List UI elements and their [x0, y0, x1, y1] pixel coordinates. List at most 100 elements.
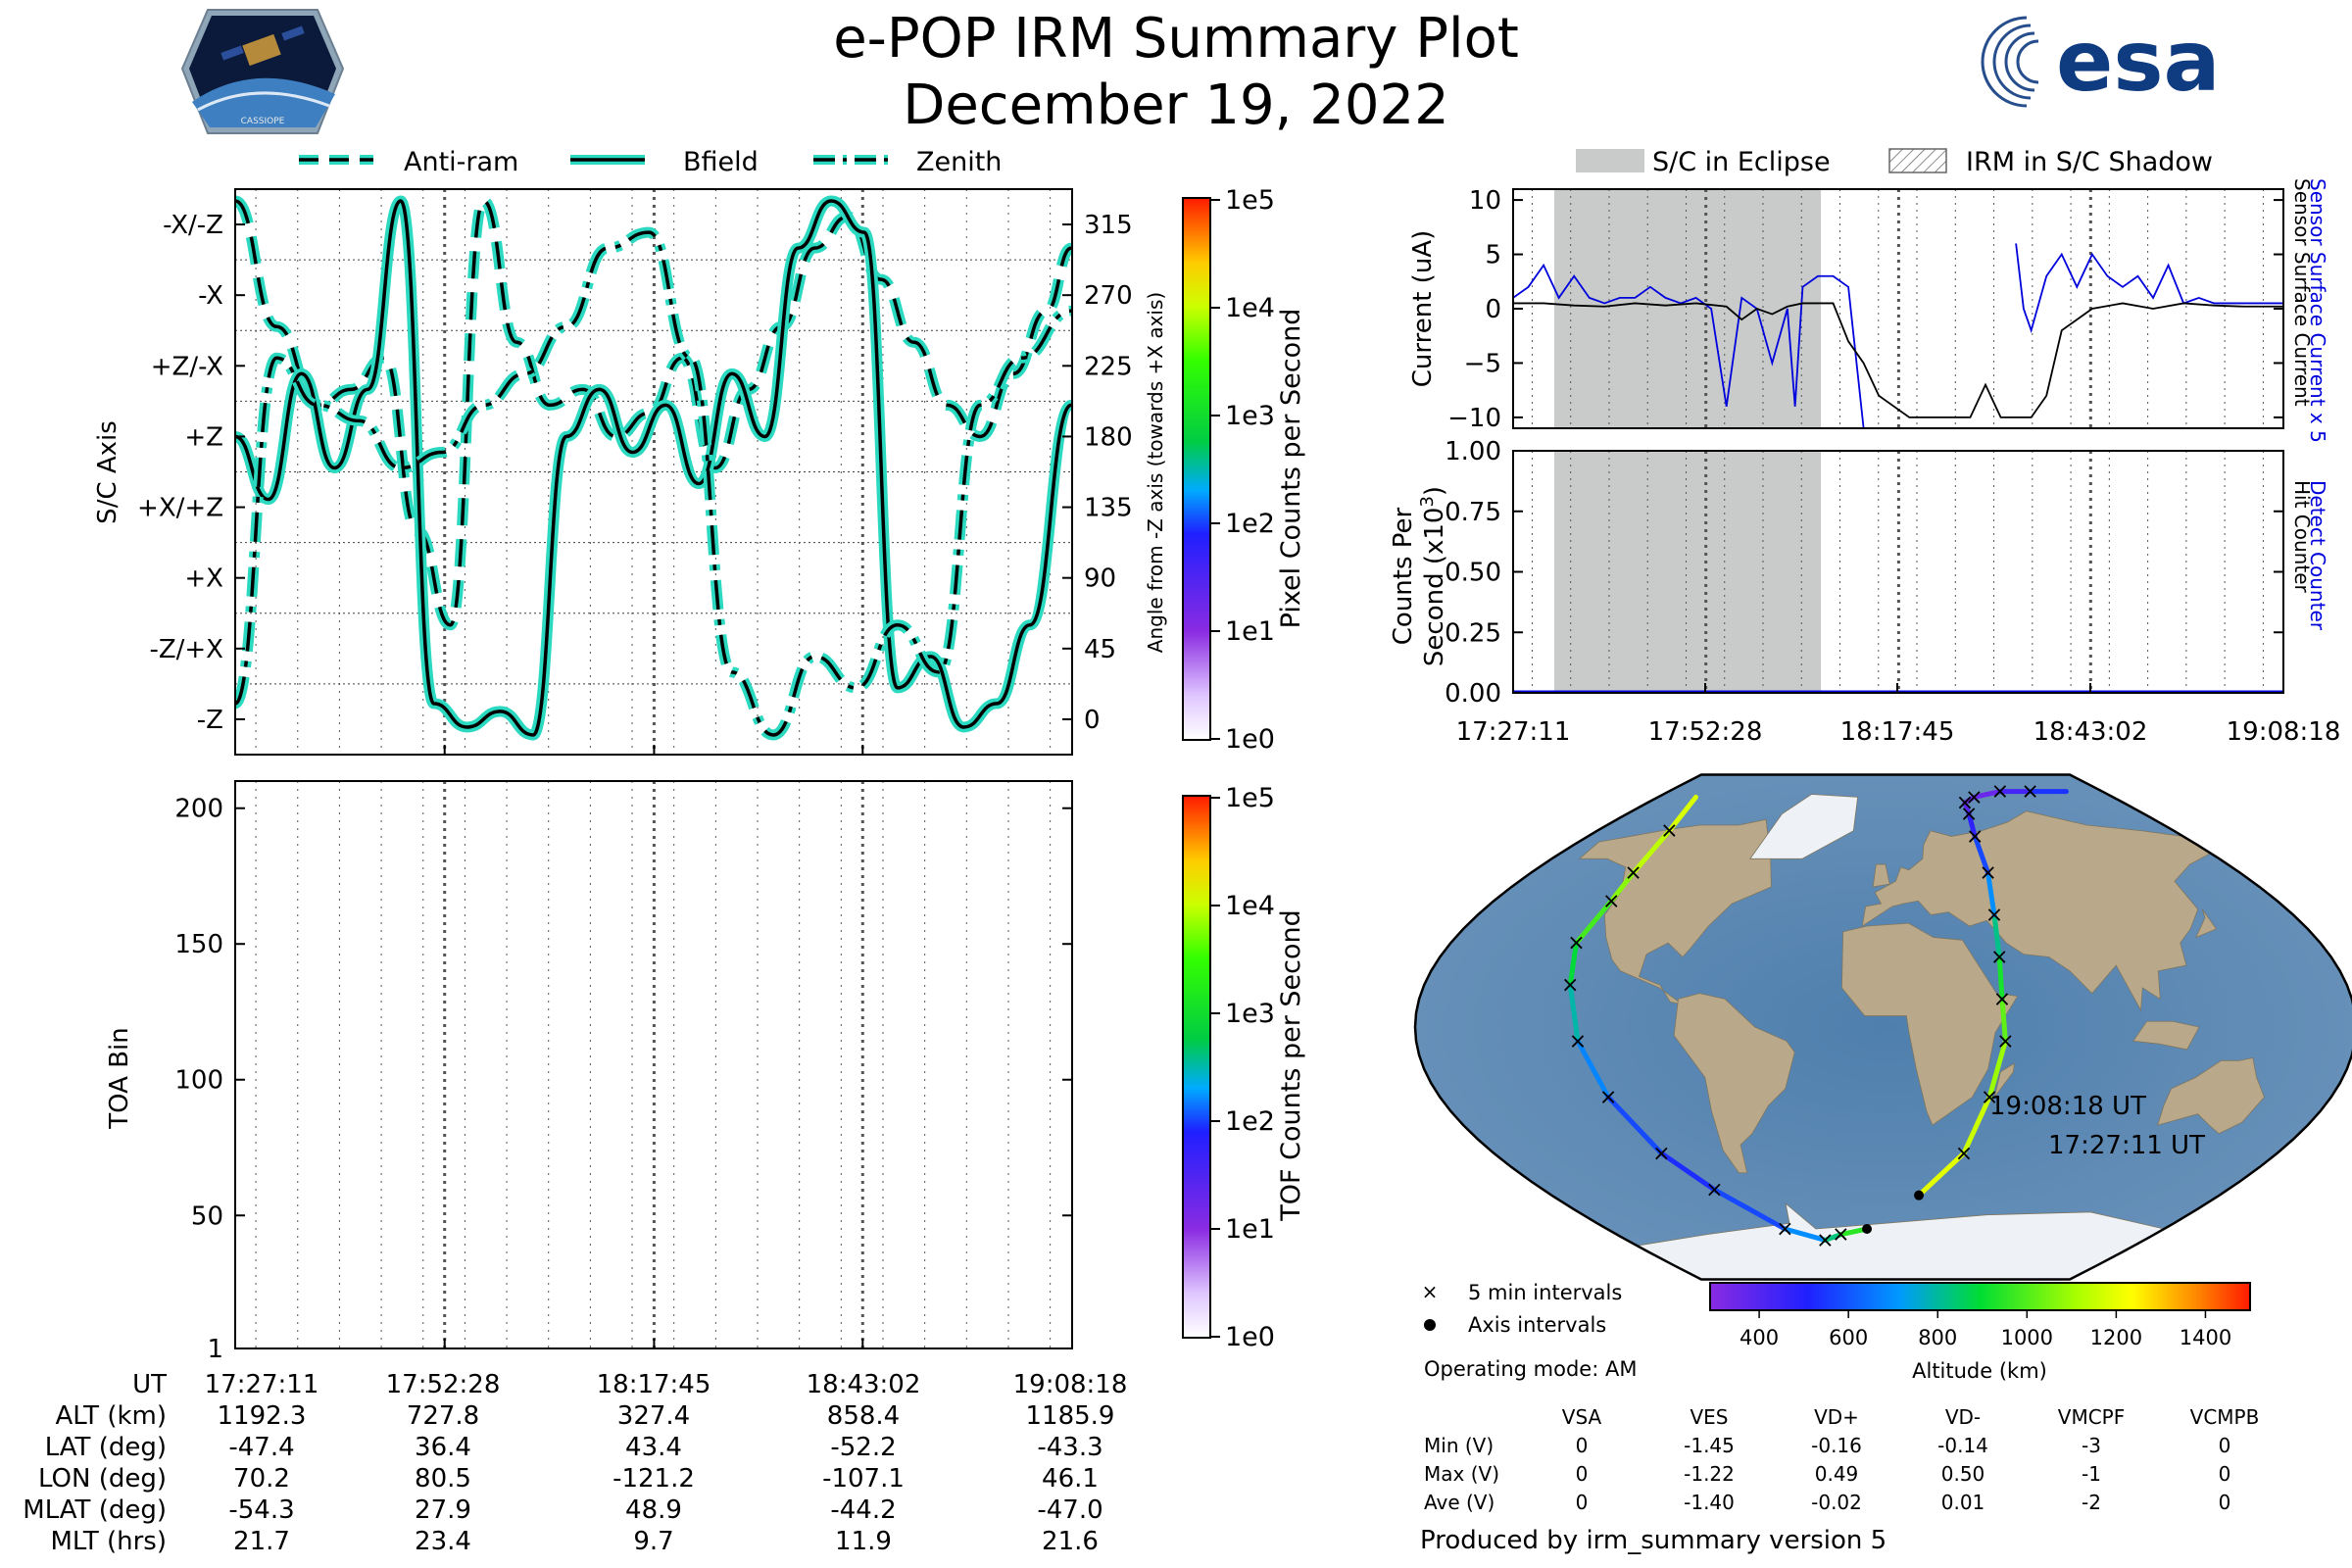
current-chart: 10 5 0 −5 −10 [1447, 186, 2284, 433]
current-legend: S/C in Eclipse IRM in S/C Shadow [1576, 147, 2213, 177]
toa-ylabel: TOA Bin [105, 1027, 134, 1129]
ephemeris-cell: 1185.9 [1026, 1401, 1115, 1431]
counts-ylabel-line1: Counts Per [1389, 507, 1418, 645]
tof-colorbar-label: TOF Counts per Second [1276, 909, 1306, 1222]
legend-label-axis: Axis intervals [1468, 1313, 1606, 1337]
ephemeris-cell: 43.4 [625, 1433, 682, 1462]
legend-label-zenith: Zenith [916, 147, 1002, 177]
five-min-marker: × [2021, 780, 2038, 805]
trace-anti-ram [235, 199, 1072, 627]
orbit-track-segment [1575, 1038, 1611, 1101]
toa-ytick-label: 1 [207, 1335, 223, 1364]
ephemeris-cell: 18:17:45 [597, 1370, 711, 1399]
five-min-marker: × [1652, 1142, 1670, 1166]
ephemeris-row-label: LON (deg) [38, 1464, 167, 1494]
ephemeris-row-label: LAT (deg) [45, 1433, 167, 1462]
ytick-left-label: -X/-Z [163, 211, 223, 240]
voltage-cell: -1.22 [1684, 1462, 1735, 1486]
toa-ytick-label: 50 [191, 1201, 223, 1231]
voltage-header: VCMPB [2190, 1405, 2260, 1429]
australia-shape [2157, 1056, 2265, 1135]
north-america-shape [1578, 818, 1772, 1005]
start-time-label: 17:27:11 UT [2048, 1131, 2205, 1160]
ephemeris-cell: 48.9 [625, 1495, 682, 1525]
cassiope-logo-text: CASSIOPE [241, 117, 285, 126]
five-min-marker: × [1965, 785, 1983, 809]
five-min-marker-icon: × [1422, 1280, 1439, 1303]
orbit-track-segment [1782, 1226, 1828, 1243]
ephemeris-cell: 11.9 [835, 1527, 892, 1556]
pixel-colorbar-label: Pixel Counts per Second [1276, 309, 1306, 629]
counts-chart: 1.00 0.75 0.50 0.25 0.00 17:27:11 17:52:28 18:1… [1445, 437, 2340, 747]
voltage-header: VES [1690, 1405, 1728, 1429]
orbit-track-segment [1972, 833, 1991, 876]
five-min-marker: × [1979, 861, 1996, 886]
voltage-cell: 0 [1576, 1434, 1589, 1457]
five-min-marker: × [1561, 973, 1579, 998]
time-axis-label: 19:08:18 [2227, 717, 2341, 747]
colorbar-tick-label: 1e3 [1225, 401, 1275, 431]
ephemeris-cell: 21.6 [1042, 1527, 1099, 1556]
five-min-marker: × [1993, 987, 2011, 1011]
counts-right-label-2: Hit Counter [2290, 480, 2314, 593]
five-min-marker: × [1990, 945, 2008, 969]
voltage-cell: -1.40 [1684, 1491, 1735, 1514]
ephemeris-cell: 858.4 [827, 1401, 900, 1431]
orbit-track-segment [1608, 870, 1637, 904]
legend-item-zenith: Zenith [813, 147, 1002, 177]
ephemeris-cell: 17:52:28 [386, 1370, 501, 1399]
ytick-left-label: -Z/+X [149, 635, 223, 664]
ephemeris-cell: 1192.3 [218, 1401, 307, 1431]
orbit-track-segment [1567, 982, 1581, 1044]
five-min-marker: × [1705, 1178, 1723, 1202]
toa-ytick-label: 150 [174, 930, 223, 959]
sc-axis-legend: Anti-ram Bfield Zenith [299, 147, 1002, 177]
current-ytick-label: −10 [1447, 404, 1501, 433]
time-axis-label: 17:27:11 [1456, 717, 1571, 747]
colorbar-tick-label: 1e5 [1225, 185, 1275, 216]
voltage-cell: 0.50 [1941, 1462, 1985, 1486]
ytick-left-label: +X [184, 564, 223, 594]
altitude-tick-label: 1200 [2090, 1326, 2142, 1349]
five-min-marker: × [1996, 1029, 2014, 1054]
legend-label-bfield: Bfield [683, 147, 759, 177]
altitude-tick-label: 400 [1740, 1326, 1779, 1349]
voltage-cell: -3 [2082, 1434, 2101, 1457]
colorbar-tick-label: 1e0 [1225, 724, 1275, 755]
eclipse-band [1553, 451, 1822, 693]
time-axis-label: 18:43:02 [2034, 717, 2148, 747]
five-min-marker: × [1569, 1029, 1587, 1054]
orbit-track-segment [1631, 828, 1672, 876]
axis-interval-marker [1862, 1224, 1873, 1234]
ytick-right-label: 180 [1084, 422, 1133, 452]
voltage-cell: -0.16 [1811, 1434, 1862, 1457]
five-min-marker: × [1960, 803, 1978, 827]
ytick-left-label: -Z [197, 706, 223, 735]
ytick-left-label: +X/+Z [137, 494, 223, 523]
orbit-track-segment [1567, 940, 1579, 988]
five-min-marker: × [1602, 889, 1620, 913]
altitude-tick-label: 600 [1829, 1326, 1868, 1349]
orbit-track-segment [1986, 1038, 2008, 1101]
ephemeris-cell: -54.3 [228, 1495, 294, 1525]
ephemeris-cell: 18:43:02 [807, 1370, 921, 1399]
ephemeris-cell: 23.4 [415, 1527, 471, 1556]
time-axis-label: 18:17:45 [1840, 717, 1955, 747]
indonesia-shape [2132, 1020, 2200, 1051]
orbit-track-segment [1966, 811, 1978, 839]
ephemeris-cell: -44.2 [830, 1495, 896, 1525]
ephemeris-row-label: MLAT (deg) [23, 1495, 167, 1525]
voltage-cell: 0.49 [1815, 1462, 1859, 1486]
altitude-tick-label: 800 [1918, 1326, 1957, 1349]
counts-ytick-label: 1.00 [1445, 437, 1501, 466]
ephemeris-cell: 46.1 [1042, 1464, 1099, 1494]
ephemeris-cell: -107.1 [822, 1464, 905, 1494]
colorbar-tick-label: 1e0 [1225, 1322, 1275, 1352]
colorbar-tick-label: 1e4 [1225, 891, 1275, 921]
ytick-right-label: 270 [1084, 281, 1133, 311]
page-title: e-POP IRM Summary Plot [833, 7, 1519, 71]
ephemeris-cell: -121.2 [612, 1464, 695, 1494]
voltage-row-label: Min (V) [1424, 1434, 1494, 1457]
map-legend: × 5 min intervals Axis intervals Operati… [1422, 1280, 1638, 1381]
